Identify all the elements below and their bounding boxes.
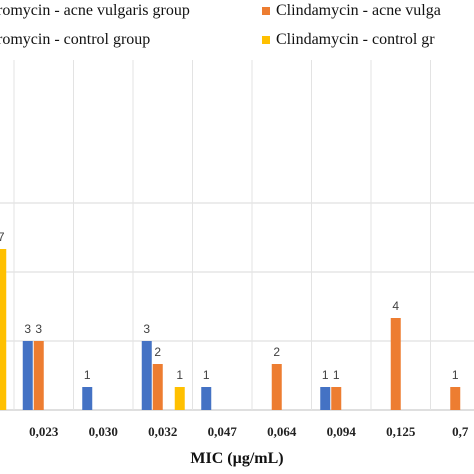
bar bbox=[33, 341, 44, 410]
bar bbox=[141, 341, 152, 410]
data-label: 2 bbox=[273, 345, 280, 359]
data-label: 1 bbox=[176, 368, 183, 382]
x-tick-label: 0,094 bbox=[327, 424, 357, 439]
bars bbox=[0, 249, 461, 410]
bar bbox=[152, 364, 163, 410]
data-label: 1 bbox=[333, 368, 340, 382]
bar bbox=[320, 387, 331, 410]
x-tick-label: 0,030 bbox=[89, 424, 118, 439]
data-label: 2 bbox=[154, 345, 161, 359]
data-label: 1 bbox=[203, 368, 210, 382]
x-tick-label: 0,064 bbox=[267, 424, 297, 439]
x-tick-label: 0,7 bbox=[452, 424, 469, 439]
bar bbox=[22, 341, 33, 410]
legend-item-clindamycin-acne: Clindamycin - acne vulga bbox=[262, 2, 441, 20]
data-label: 3 bbox=[24, 322, 31, 336]
bar bbox=[201, 387, 212, 410]
bar bbox=[331, 387, 342, 410]
data-label: 3 bbox=[143, 322, 150, 336]
legend-label-erythromycin-acne: romycin - acne vulgaris group bbox=[0, 2, 190, 19]
legend-item-erythromycin-control: romycin - control group bbox=[0, 31, 150, 49]
data-label: 1 bbox=[322, 368, 329, 382]
gridlines bbox=[0, 60, 474, 411]
legend-label-erythromycin-control: romycin - control group bbox=[0, 31, 151, 48]
legend-swatch-clindamycin-acne bbox=[262, 7, 270, 16]
legend-label-clindamycin-acne: Clindamycin - acne vulga bbox=[276, 2, 441, 19]
data-label: 1 bbox=[84, 368, 91, 382]
x-tick-label: 0,125 bbox=[386, 424, 416, 439]
x-tick-label: 0,023 bbox=[29, 424, 59, 439]
x-tick-labels: 0,023 0,030 0,032 0,047 0,064 0,094 0,125 0,7 bbox=[29, 424, 469, 439]
data-label: 4 bbox=[392, 299, 399, 313]
data-label: 7 bbox=[0, 230, 5, 244]
bar bbox=[450, 387, 461, 410]
bar bbox=[0, 249, 7, 410]
data-label: 3 bbox=[35, 322, 42, 336]
legend-label-clindamycin-control: Clindamycin - control gr bbox=[276, 31, 435, 48]
legend-swatch-clindamycin-control bbox=[262, 36, 270, 45]
x-tick-label: 0,047 bbox=[208, 424, 238, 439]
legend-item-clindamycin-control: Clindamycin - control gr bbox=[262, 31, 435, 49]
bar bbox=[271, 364, 282, 410]
data-label: 1 bbox=[452, 368, 459, 382]
bar bbox=[82, 387, 93, 410]
x-tick-label: 0,032 bbox=[148, 424, 177, 439]
bar bbox=[174, 387, 185, 410]
x-axis-title: MIC (µg/mL) bbox=[190, 450, 284, 467]
legend-item-erythromycin-acne: romycin - acne vulgaris group bbox=[0, 2, 190, 20]
bar bbox=[390, 318, 401, 410]
